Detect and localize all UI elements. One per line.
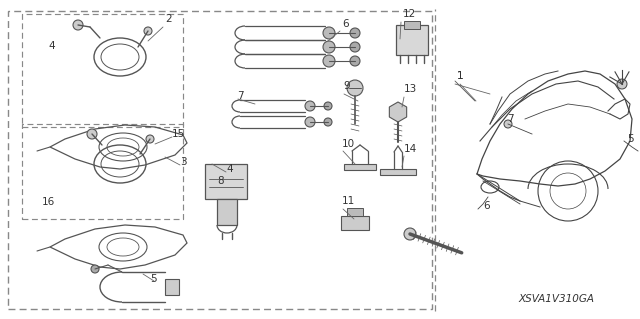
Text: 7: 7	[237, 91, 244, 101]
Bar	[217, 199, 237, 225]
Bar	[165, 279, 179, 295]
Text: XSVA1V310GA: XSVA1V310GA	[518, 294, 594, 304]
Circle shape	[323, 27, 335, 39]
Circle shape	[404, 228, 416, 240]
Text: 13: 13	[404, 84, 417, 94]
Circle shape	[323, 41, 335, 53]
Bar	[22, 14, 183, 127]
Circle shape	[144, 27, 152, 35]
Text: 16: 16	[42, 197, 55, 207]
Text: 6: 6	[342, 19, 349, 29]
Bar	[205, 164, 247, 199]
Text: 7: 7	[507, 114, 514, 124]
Text: 9: 9	[343, 81, 349, 91]
Text: 1: 1	[457, 71, 463, 81]
Polygon shape	[389, 102, 406, 122]
Circle shape	[87, 129, 97, 139]
Text: 15: 15	[172, 129, 185, 139]
Text: 1: 1	[457, 71, 463, 81]
Circle shape	[305, 101, 315, 111]
Text: 2: 2	[165, 14, 172, 24]
Text: 6: 6	[483, 201, 490, 211]
Bar	[341, 216, 369, 230]
Circle shape	[146, 135, 154, 143]
Text: 5: 5	[150, 274, 157, 284]
Polygon shape	[380, 169, 416, 175]
Text: 10: 10	[342, 139, 355, 149]
Text: 5: 5	[627, 134, 634, 144]
Text: 4: 4	[48, 41, 54, 51]
Circle shape	[617, 79, 627, 89]
Circle shape	[350, 56, 360, 66]
Circle shape	[73, 20, 83, 30]
Text: 8: 8	[217, 176, 223, 186]
Text: 14: 14	[404, 144, 417, 154]
Circle shape	[504, 120, 512, 128]
Text: 4: 4	[226, 164, 232, 174]
Text: 11: 11	[342, 196, 355, 206]
Bar	[396, 25, 428, 55]
Circle shape	[324, 118, 332, 126]
Circle shape	[323, 55, 335, 67]
Text: 12: 12	[403, 9, 416, 19]
Circle shape	[305, 117, 315, 127]
Bar	[22, 124, 183, 219]
Bar	[8, 11, 432, 309]
Circle shape	[350, 42, 360, 52]
Circle shape	[350, 28, 360, 38]
Bar	[404, 21, 420, 29]
Circle shape	[324, 102, 332, 110]
Polygon shape	[344, 164, 376, 170]
Bar	[347, 208, 363, 216]
Text: 3: 3	[180, 157, 187, 167]
Circle shape	[347, 80, 363, 96]
Circle shape	[91, 265, 99, 273]
